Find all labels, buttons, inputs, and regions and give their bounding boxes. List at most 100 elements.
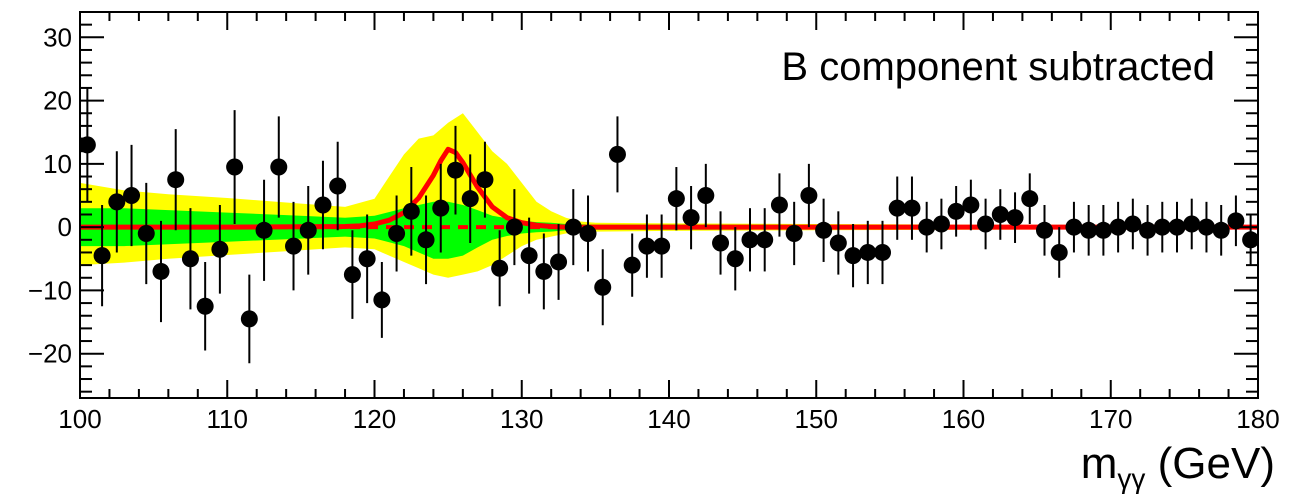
data-marker (874, 243, 892, 261)
data-points (80, 87, 1258, 364)
data-marker (741, 231, 759, 249)
data-point (712, 211, 730, 275)
data-point (962, 179, 980, 231)
data-marker (550, 253, 568, 271)
data-point (299, 186, 317, 275)
data-marker (446, 161, 464, 179)
data-marker (977, 215, 995, 233)
data-marker (137, 224, 155, 242)
data-marker (1080, 221, 1098, 239)
y-tick-label: 10 (43, 149, 72, 179)
data-marker (815, 221, 833, 239)
data-marker (358, 250, 376, 268)
data-point (1021, 173, 1039, 224)
data-point (358, 214, 376, 304)
data-point (417, 195, 435, 285)
data-point (181, 208, 199, 310)
data-point (1183, 198, 1201, 250)
data-point (1006, 192, 1024, 243)
data-marker (1227, 212, 1245, 230)
data-point (1212, 205, 1230, 256)
data-marker (270, 158, 288, 176)
data-point (785, 201, 803, 266)
x-tick-label: 120 (353, 404, 396, 434)
data-point (579, 195, 597, 272)
data-point (446, 125, 464, 215)
data-marker (314, 196, 332, 214)
data-point (476, 141, 494, 218)
data-point (903, 176, 921, 240)
data-point (329, 141, 347, 231)
data-marker (623, 256, 641, 274)
data-marker (93, 247, 111, 265)
x-axis-label: mγγ (GeV) (1081, 439, 1275, 494)
data-point (285, 201, 303, 291)
data-point (314, 160, 332, 250)
data-marker (918, 218, 936, 236)
data-marker (756, 231, 774, 249)
data-point (1109, 201, 1127, 253)
data-marker (1050, 243, 1068, 261)
data-marker (285, 237, 303, 255)
data-marker (608, 145, 626, 163)
data-point (800, 163, 818, 228)
x-tick-label: 180 (1236, 404, 1279, 434)
data-point (550, 223, 568, 300)
data-point (491, 230, 509, 307)
data-marker (1065, 218, 1083, 236)
y-tick-label: −10 (28, 275, 72, 305)
y-tick-label: 0 (58, 212, 72, 242)
data-point (594, 249, 612, 326)
data-point (756, 208, 774, 272)
data-point (388, 195, 406, 272)
data-marker (1006, 209, 1024, 227)
data-point (697, 163, 715, 228)
data-point (461, 154, 479, 243)
x-tick-label: 110 (207, 404, 248, 434)
data-point (520, 217, 538, 294)
data-marker (1021, 190, 1039, 208)
data-marker (1109, 218, 1127, 236)
data-point (815, 198, 833, 262)
data-point (741, 208, 759, 272)
data-marker (388, 224, 406, 242)
data-marker (1139, 221, 1157, 239)
data-marker (638, 237, 656, 255)
data-point (1227, 195, 1245, 247)
data-marker (579, 224, 597, 242)
data-point (535, 233, 553, 310)
data-point (402, 167, 420, 256)
data-marker (299, 221, 317, 239)
data-marker (1183, 215, 1201, 233)
data-point (1197, 201, 1215, 253)
data-marker (123, 187, 141, 205)
data-marker (329, 177, 347, 195)
data-point (1035, 205, 1053, 256)
data-point (80, 87, 96, 202)
data-point (726, 227, 744, 291)
data-marker (520, 247, 538, 265)
data-point (638, 214, 656, 278)
data-marker (343, 266, 361, 284)
x-tick-label: 140 (647, 404, 690, 434)
data-point (932, 198, 950, 250)
data-point (874, 220, 892, 285)
data-point (977, 198, 995, 250)
data-marker (152, 262, 170, 280)
data-marker (417, 231, 435, 249)
data-marker (505, 218, 523, 236)
data-point (152, 220, 170, 323)
data-point (167, 129, 185, 231)
data-marker (240, 310, 258, 328)
data-point (1065, 201, 1083, 253)
data-marker (712, 234, 730, 252)
x-axis-label-main: m (1081, 439, 1118, 488)
data-marker (1124, 215, 1142, 233)
data-point (123, 144, 141, 247)
data-marker (1168, 218, 1186, 236)
data-marker (770, 196, 788, 214)
data-point (1153, 201, 1171, 253)
data-point (226, 110, 244, 224)
data-point (991, 189, 1009, 240)
data-point (343, 230, 361, 319)
